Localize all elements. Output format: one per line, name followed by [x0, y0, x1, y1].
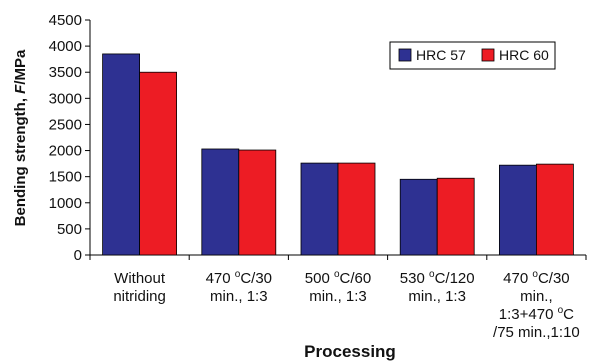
category-labels: Without nitriding 470 oC/30 min., 1:3 500 oC…: [113, 269, 579, 341]
bar-hrc57-3: [399, 178, 438, 256]
bars: [102, 53, 574, 256]
legend-box: [389, 41, 556, 70]
y-tick-label: 0: [74, 247, 82, 264]
y-axis: 0 500 1000 1500 2000 2500 3000 3500 4000 4500: [49, 12, 91, 264]
x-axis: [89, 254, 587, 260]
bar-hrc60-2: [337, 162, 376, 256]
legend: HRC 57 HRC 60: [389, 41, 556, 70]
y-tick-label: 3000: [49, 90, 82, 107]
y-tick-label: 2500: [49, 116, 82, 133]
category-label: Without nitriding: [113, 270, 166, 305]
bar-hrc57-0: [102, 53, 140, 256]
bar-hrc60-4: [536, 163, 574, 256]
y-tick-label: 1500: [49, 169, 82, 186]
y-tick-label: 1000: [49, 195, 82, 212]
category-label: 470 oC/30 min., 1:3+470 oC/75 min.,1:10: [493, 269, 580, 341]
bar-hrc60-0: [139, 71, 178, 256]
y-tick-label: 500: [57, 221, 82, 238]
bar-hrc60-3: [436, 177, 475, 256]
legend-swatch-hrc60: [481, 48, 495, 62]
category-label: 500 oC/60 min., 1:3: [305, 269, 371, 305]
y-axis-title: Bending strength, F/MPa: [12, 49, 29, 226]
legend-swatch-hrc57: [398, 48, 412, 62]
category-label: 530 oC/120 min., 1:3: [400, 269, 475, 305]
y-tick-label: 4000: [49, 38, 82, 55]
x-axis-title: Processing: [304, 342, 396, 361]
y-tick-label: 3500: [49, 64, 82, 81]
bar-hrc57-4: [498, 164, 537, 256]
bar-hrc57-2: [300, 162, 339, 256]
y-tick-label: 4500: [49, 12, 82, 29]
legend-label-hrc60: HRC 60: [499, 47, 549, 63]
y-tick-label: 2000: [49, 143, 82, 160]
legend-label-hrc57: HRC 57: [416, 47, 466, 63]
category-label: 470 oC/30 min., 1:3: [206, 269, 272, 305]
bar-hrc57-1: [201, 148, 240, 256]
bar-hrc60-1: [238, 149, 277, 256]
